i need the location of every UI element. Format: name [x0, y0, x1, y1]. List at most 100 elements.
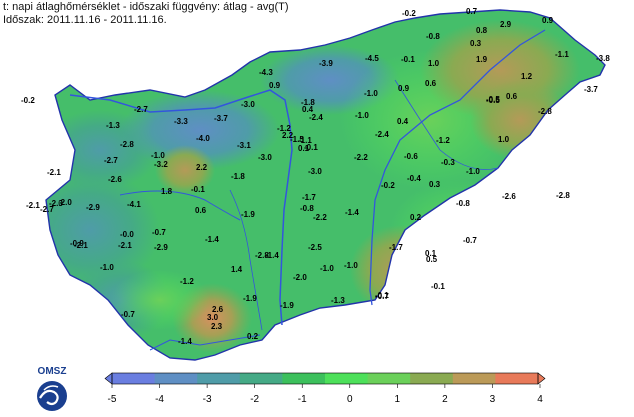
legend-swatch: [452, 373, 496, 384]
color-legend: -5 -4 -3 -2 -1 0 1 2 3 4: [104, 372, 546, 405]
station-value: 1.8: [161, 187, 173, 196]
station-value: -2.8: [255, 251, 269, 260]
station-value: -2.6: [502, 192, 516, 201]
station-value: -1.4: [265, 251, 279, 260]
station-value: -2.4: [309, 113, 323, 122]
station-value: 1.0: [498, 135, 510, 144]
station-value: -1.3: [106, 121, 120, 130]
station-value: -0.2: [381, 181, 395, 190]
station-value: -1.0: [320, 264, 334, 273]
omsz-wave-icon: [37, 381, 67, 411]
station-value: -0.7: [121, 310, 135, 319]
sio-river: [229, 189, 263, 331]
station-value: -0.8: [456, 199, 470, 208]
legend-tick-label: 0: [347, 394, 353, 405]
station-value: -0.4: [407, 174, 421, 183]
station-value: -3.2: [154, 160, 168, 169]
station-value: 3.0: [207, 313, 219, 322]
station-value: -3.0: [258, 153, 272, 162]
station-value: 0.3: [470, 39, 482, 48]
station-value: 1.2: [521, 72, 533, 81]
station-value: -0.2: [402, 9, 416, 18]
station-value: -3.0: [308, 167, 322, 176]
station-value: -0.7: [375, 292, 389, 301]
station-value: -1.8: [301, 98, 315, 107]
station-value: -2.2: [354, 153, 368, 162]
station-value: -1.9: [243, 294, 257, 303]
legend-tick-label: 3: [490, 394, 496, 405]
station-value: -0.6: [404, 152, 418, 161]
station-value: -2.7: [104, 156, 118, 165]
station-value: -2.0: [58, 198, 72, 207]
station-value: 0.4: [397, 117, 409, 126]
legend-tick-label: -5: [108, 394, 117, 405]
station-value: -1.5: [290, 135, 304, 144]
station-value: -0.7: [463, 236, 477, 245]
station-value: -2.2: [313, 213, 327, 222]
station-value: 0.6: [195, 206, 207, 215]
station-value: 2.2: [196, 163, 208, 172]
station-value: -0.1: [401, 55, 415, 64]
station-value: -2.1: [74, 241, 88, 250]
station-value: -0.5: [486, 96, 500, 105]
station-value: -2.8: [120, 140, 134, 149]
legend-swatch: [495, 373, 539, 384]
station-value: 0.7: [466, 7, 478, 16]
station-value: -2.3: [49, 199, 63, 208]
station-value: -0.1: [431, 282, 445, 291]
station-value: 0.4: [302, 105, 314, 114]
legend-tick-label: -2: [250, 394, 259, 405]
station-value: -0.5: [486, 95, 500, 104]
station-value: -1.4: [345, 208, 359, 217]
station-value: -4.3: [259, 68, 273, 77]
station-value: 1.0: [428, 59, 440, 68]
logo-text: OMSZ: [37, 366, 67, 377]
station-value: -2.4: [375, 130, 389, 139]
station-value: -1.2: [436, 136, 450, 145]
station-value: -1.9: [241, 210, 255, 219]
legend-swatch: [410, 373, 454, 384]
station-value: -2.1: [118, 241, 132, 250]
station-value: -1.4: [178, 337, 192, 346]
station-value: -1.1: [555, 50, 569, 59]
station-value: 1.4: [231, 265, 243, 274]
legend-swatch: [325, 373, 369, 384]
station-values: -0.2 0.7 2.9 0.9 -0.8 0.8 0.3 -1.1 -4.3 -3.9 -4.5 -…: [21, 7, 610, 346]
station-value: -1.8: [231, 172, 245, 181]
header-title: t: napi átlaghőmérséklet - időszaki függ…: [3, 1, 289, 13]
station-value: -3.7: [584, 85, 598, 94]
station-value: -1.2: [277, 124, 291, 133]
station-value: 0.6: [425, 79, 437, 88]
station-value: -3.7: [214, 114, 228, 123]
station-value: 1.9: [476, 55, 488, 64]
station-value: 0.9: [542, 16, 554, 25]
station-value: -3.8: [596, 54, 610, 63]
station-value: -1.0: [151, 151, 165, 160]
station-value: -2.6: [108, 175, 122, 184]
station-value: 0.2: [247, 332, 259, 341]
station-value: -0.7: [152, 228, 166, 237]
station-value: -0.8: [300, 204, 314, 213]
legend-frame: [111, 372, 539, 385]
legend-arrow-right: [537, 372, 546, 385]
station-value: -2.7: [134, 105, 148, 114]
station-value: -2.0: [293, 273, 307, 282]
station-value: -3.9: [319, 59, 333, 68]
station-value: -1.4: [205, 235, 219, 244]
station-value: 0.1: [425, 249, 437, 258]
legend-tick-label: 4: [537, 394, 543, 405]
station-value: -1.0: [364, 89, 378, 98]
station-value: -1.9: [280, 301, 294, 310]
legend-arrow-left: [104, 372, 113, 385]
sajo-river: [394, 79, 499, 170]
station-value: -2.8: [538, 107, 552, 116]
station-value: -1.7: [389, 243, 403, 252]
station-value: 0.9: [269, 81, 281, 90]
station-value: -0.1: [191, 185, 205, 194]
legend-tick-label: -3: [203, 394, 212, 405]
station-value: -3.0: [241, 100, 255, 109]
station-value: 0.3: [429, 180, 441, 189]
station-value: -0.8: [426, 32, 440, 41]
